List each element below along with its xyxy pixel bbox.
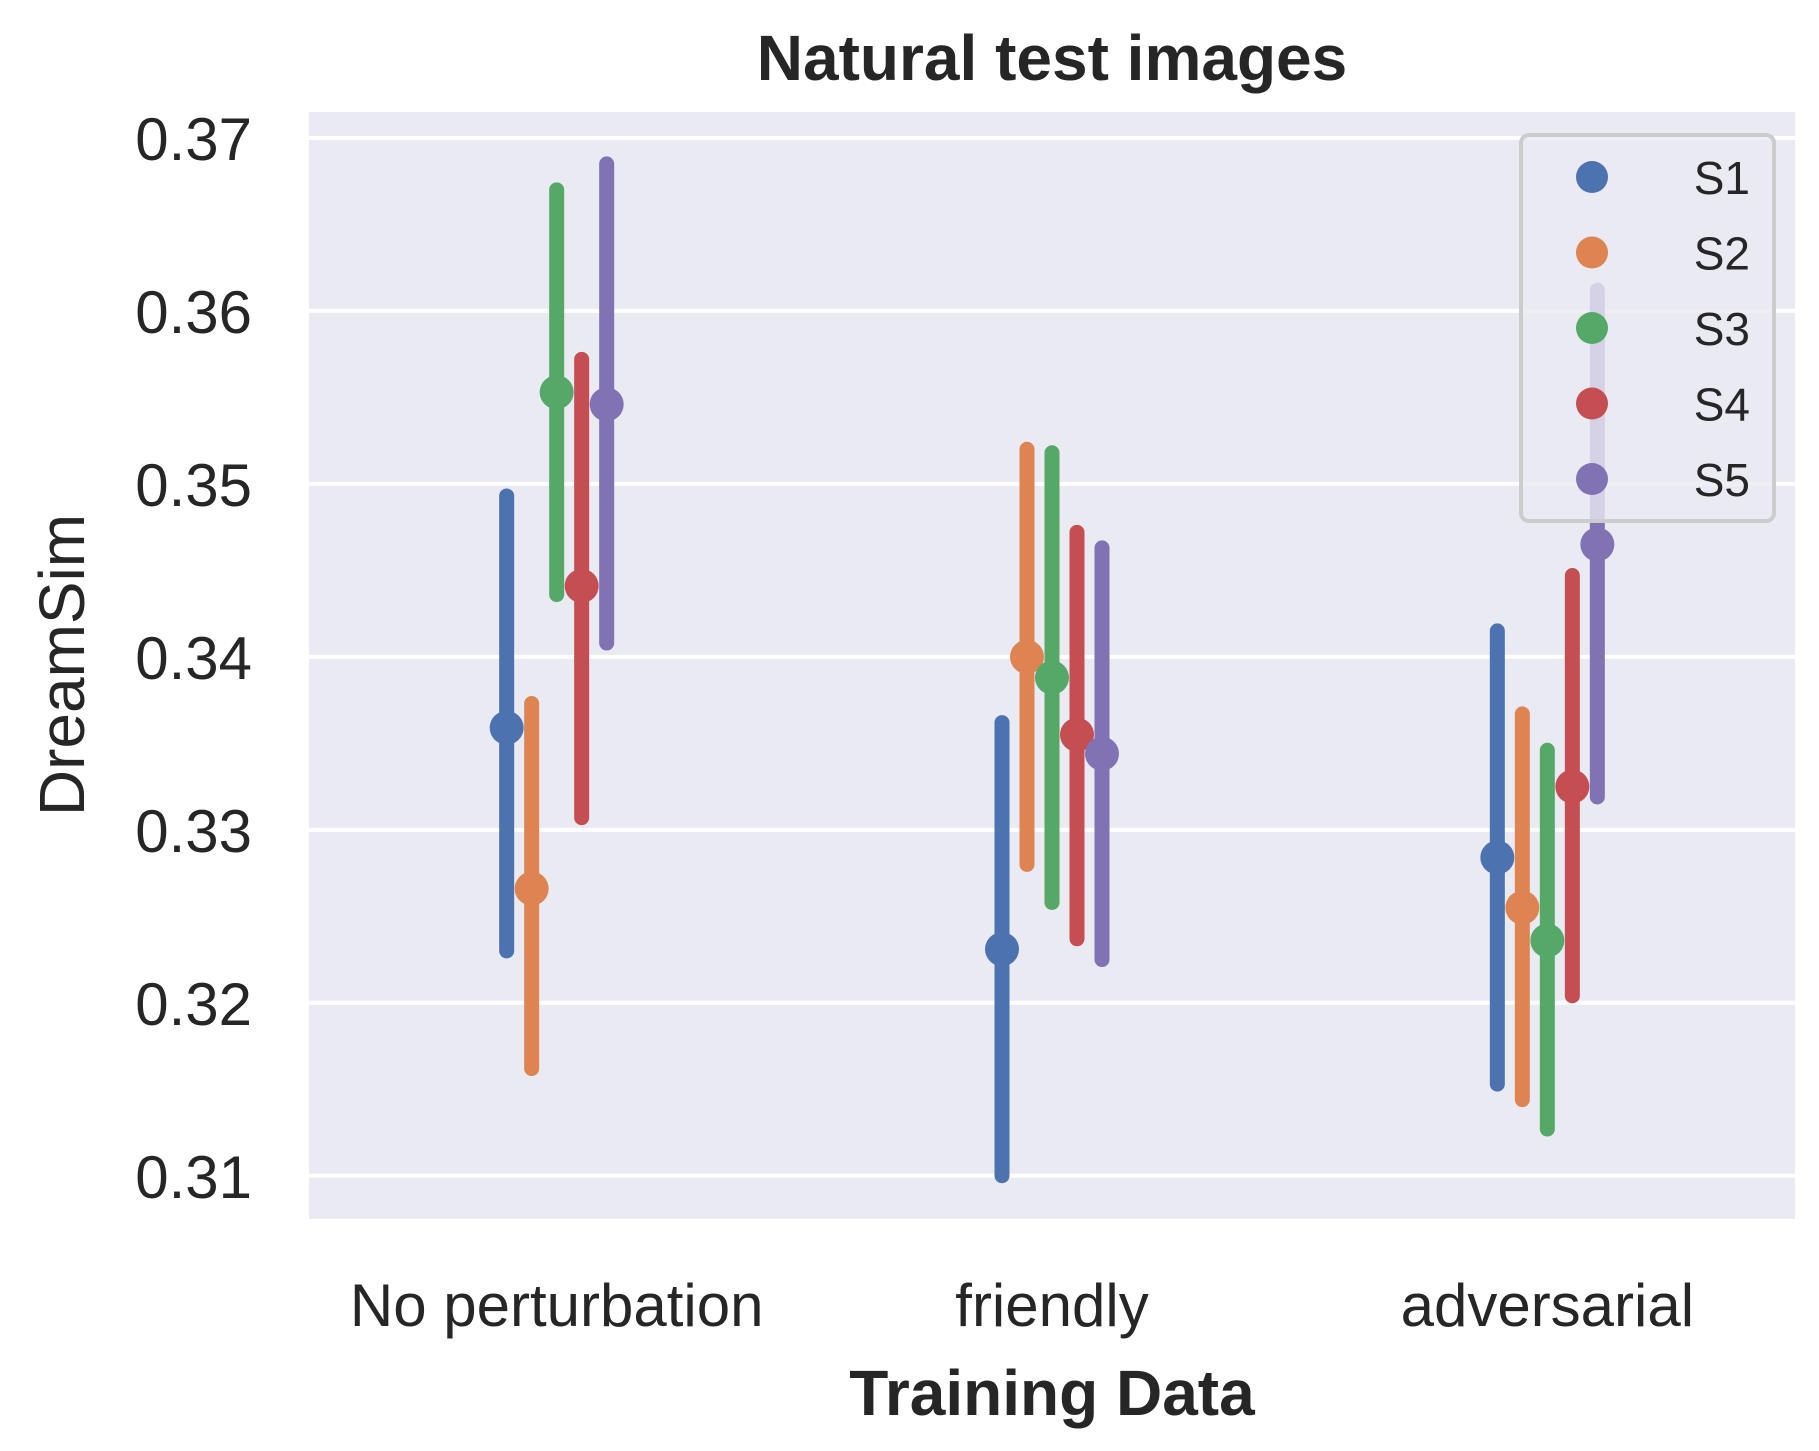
legend-label-s4: S4 [1694, 379, 1750, 431]
y-axis-label: DreamSim [26, 514, 98, 816]
point-s2 [514, 871, 549, 906]
legend-marker-s4 [1576, 387, 1608, 420]
data-marks [489, 156, 1615, 1184]
x-tick-label: friendly [955, 1272, 1148, 1339]
point-s3 [1035, 660, 1069, 695]
y-tick-label: 0.31 [135, 1144, 252, 1211]
x-tick-label: adversarial [1401, 1272, 1694, 1339]
point-s2 [1505, 890, 1540, 925]
y-tick-label: 0.37 [135, 106, 252, 173]
point-s4 [1060, 717, 1094, 752]
point-s1 [985, 932, 1019, 967]
legend-label-s2: S2 [1694, 228, 1750, 280]
legend-frame [1519, 133, 1776, 523]
legend-marker-s1 [1576, 161, 1608, 193]
legend-label-s5: S5 [1694, 454, 1750, 506]
point-s4 [564, 568, 599, 603]
x-axis-label: Training Data [849, 1357, 1255, 1429]
point-s3 [1530, 923, 1565, 958]
point-s2 [1010, 639, 1044, 674]
point-s5 [1580, 527, 1615, 562]
y-tick-label: 0.34 [135, 625, 252, 692]
point-s3 [539, 375, 574, 410]
legend-label-s3: S3 [1694, 303, 1750, 355]
legend-marker-s5 [1576, 463, 1608, 495]
point-s5 [1085, 736, 1119, 771]
point-s1 [489, 710, 524, 745]
legend-marker-s3 [1576, 312, 1608, 344]
legend: S1 S2 S3 S4 S5 [1519, 133, 1776, 523]
legend-label-s1: S1 [1694, 152, 1750, 204]
point-s5 [589, 387, 624, 422]
chart-title: Natural test images [757, 22, 1347, 94]
y-tick-labels: 0.31 0.32 0.33 0.34 0.35 0.36 0.37 [135, 106, 252, 1211]
y-tick-label: 0.36 [135, 279, 252, 346]
x-tick-label: No perturbation [350, 1272, 764, 1339]
point-s1 [1480, 840, 1515, 875]
legend-marker-s2 [1576, 236, 1608, 269]
y-tick-label: 0.32 [135, 971, 252, 1038]
point-s4 [1555, 769, 1590, 804]
y-tick-label: 0.35 [135, 452, 252, 519]
y-tick-label: 0.33 [135, 798, 252, 865]
x-tick-labels: No perturbation friendly adversarial [350, 1272, 1694, 1339]
